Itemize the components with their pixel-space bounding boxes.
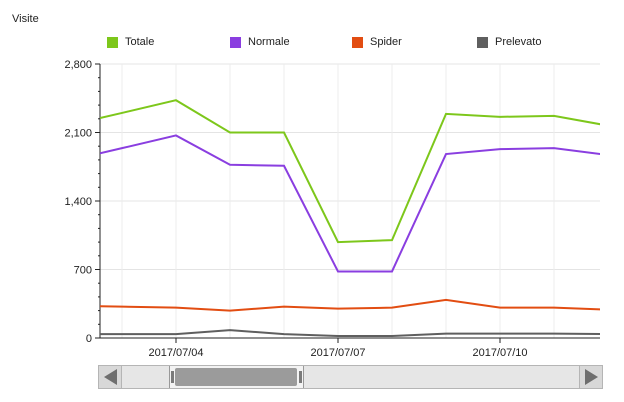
legend-item-prelevato[interactable]: Prelevato — [477, 35, 541, 49]
y-tick-label: 2,800 — [64, 59, 92, 71]
chart-title: Visite — [12, 13, 39, 25]
x-tick-label: 2017/07/07 — [310, 347, 365, 359]
x-tick-label: 2017/07/04 — [148, 347, 203, 359]
legend-item-spider[interactable]: Spider — [352, 35, 402, 49]
y-tick-label: 700 — [74, 265, 92, 277]
scroller-right-handle[interactable] — [299, 371, 302, 383]
line-chart: 0 700 1,400 2,100 2,800 2017/07/04 2017/07/07 2… — [64, 59, 600, 359]
legend-label: Spider — [370, 36, 402, 48]
legend-swatch — [352, 36, 363, 48]
legend-label: Totale — [125, 36, 155, 48]
y-tick-label: 2,100 — [64, 128, 92, 140]
arrow-left-icon[interactable] — [99, 366, 122, 388]
series-line-prelevato — [100, 329, 600, 338]
scroller-left-handle[interactable] — [171, 371, 174, 383]
legend-item-totale[interactable]: Totale — [107, 35, 154, 49]
legend: Totale Normale Spider Prelevato — [0, 35, 624, 51]
y-tick-label: 1,400 — [64, 196, 92, 208]
legend-item-normale[interactable]: Normale — [230, 35, 290, 49]
arrow-right-icon[interactable] — [579, 366, 602, 388]
series-line-spider — [100, 298, 600, 312]
series-line-totale — [100, 99, 600, 244]
legend-swatch — [107, 36, 118, 48]
legend-swatch — [477, 36, 488, 48]
legend-label: Normale — [248, 36, 290, 48]
y-tick-label: 0 — [86, 333, 92, 345]
series-line-normale — [100, 134, 600, 273]
legend-label: Prelevato — [495, 36, 542, 48]
legend-swatch — [230, 36, 241, 48]
range-scroller[interactable] — [98, 365, 603, 389]
x-tick-label: 2017/07/10 — [472, 347, 527, 359]
scroller-thumb[interactable] — [175, 368, 297, 386]
